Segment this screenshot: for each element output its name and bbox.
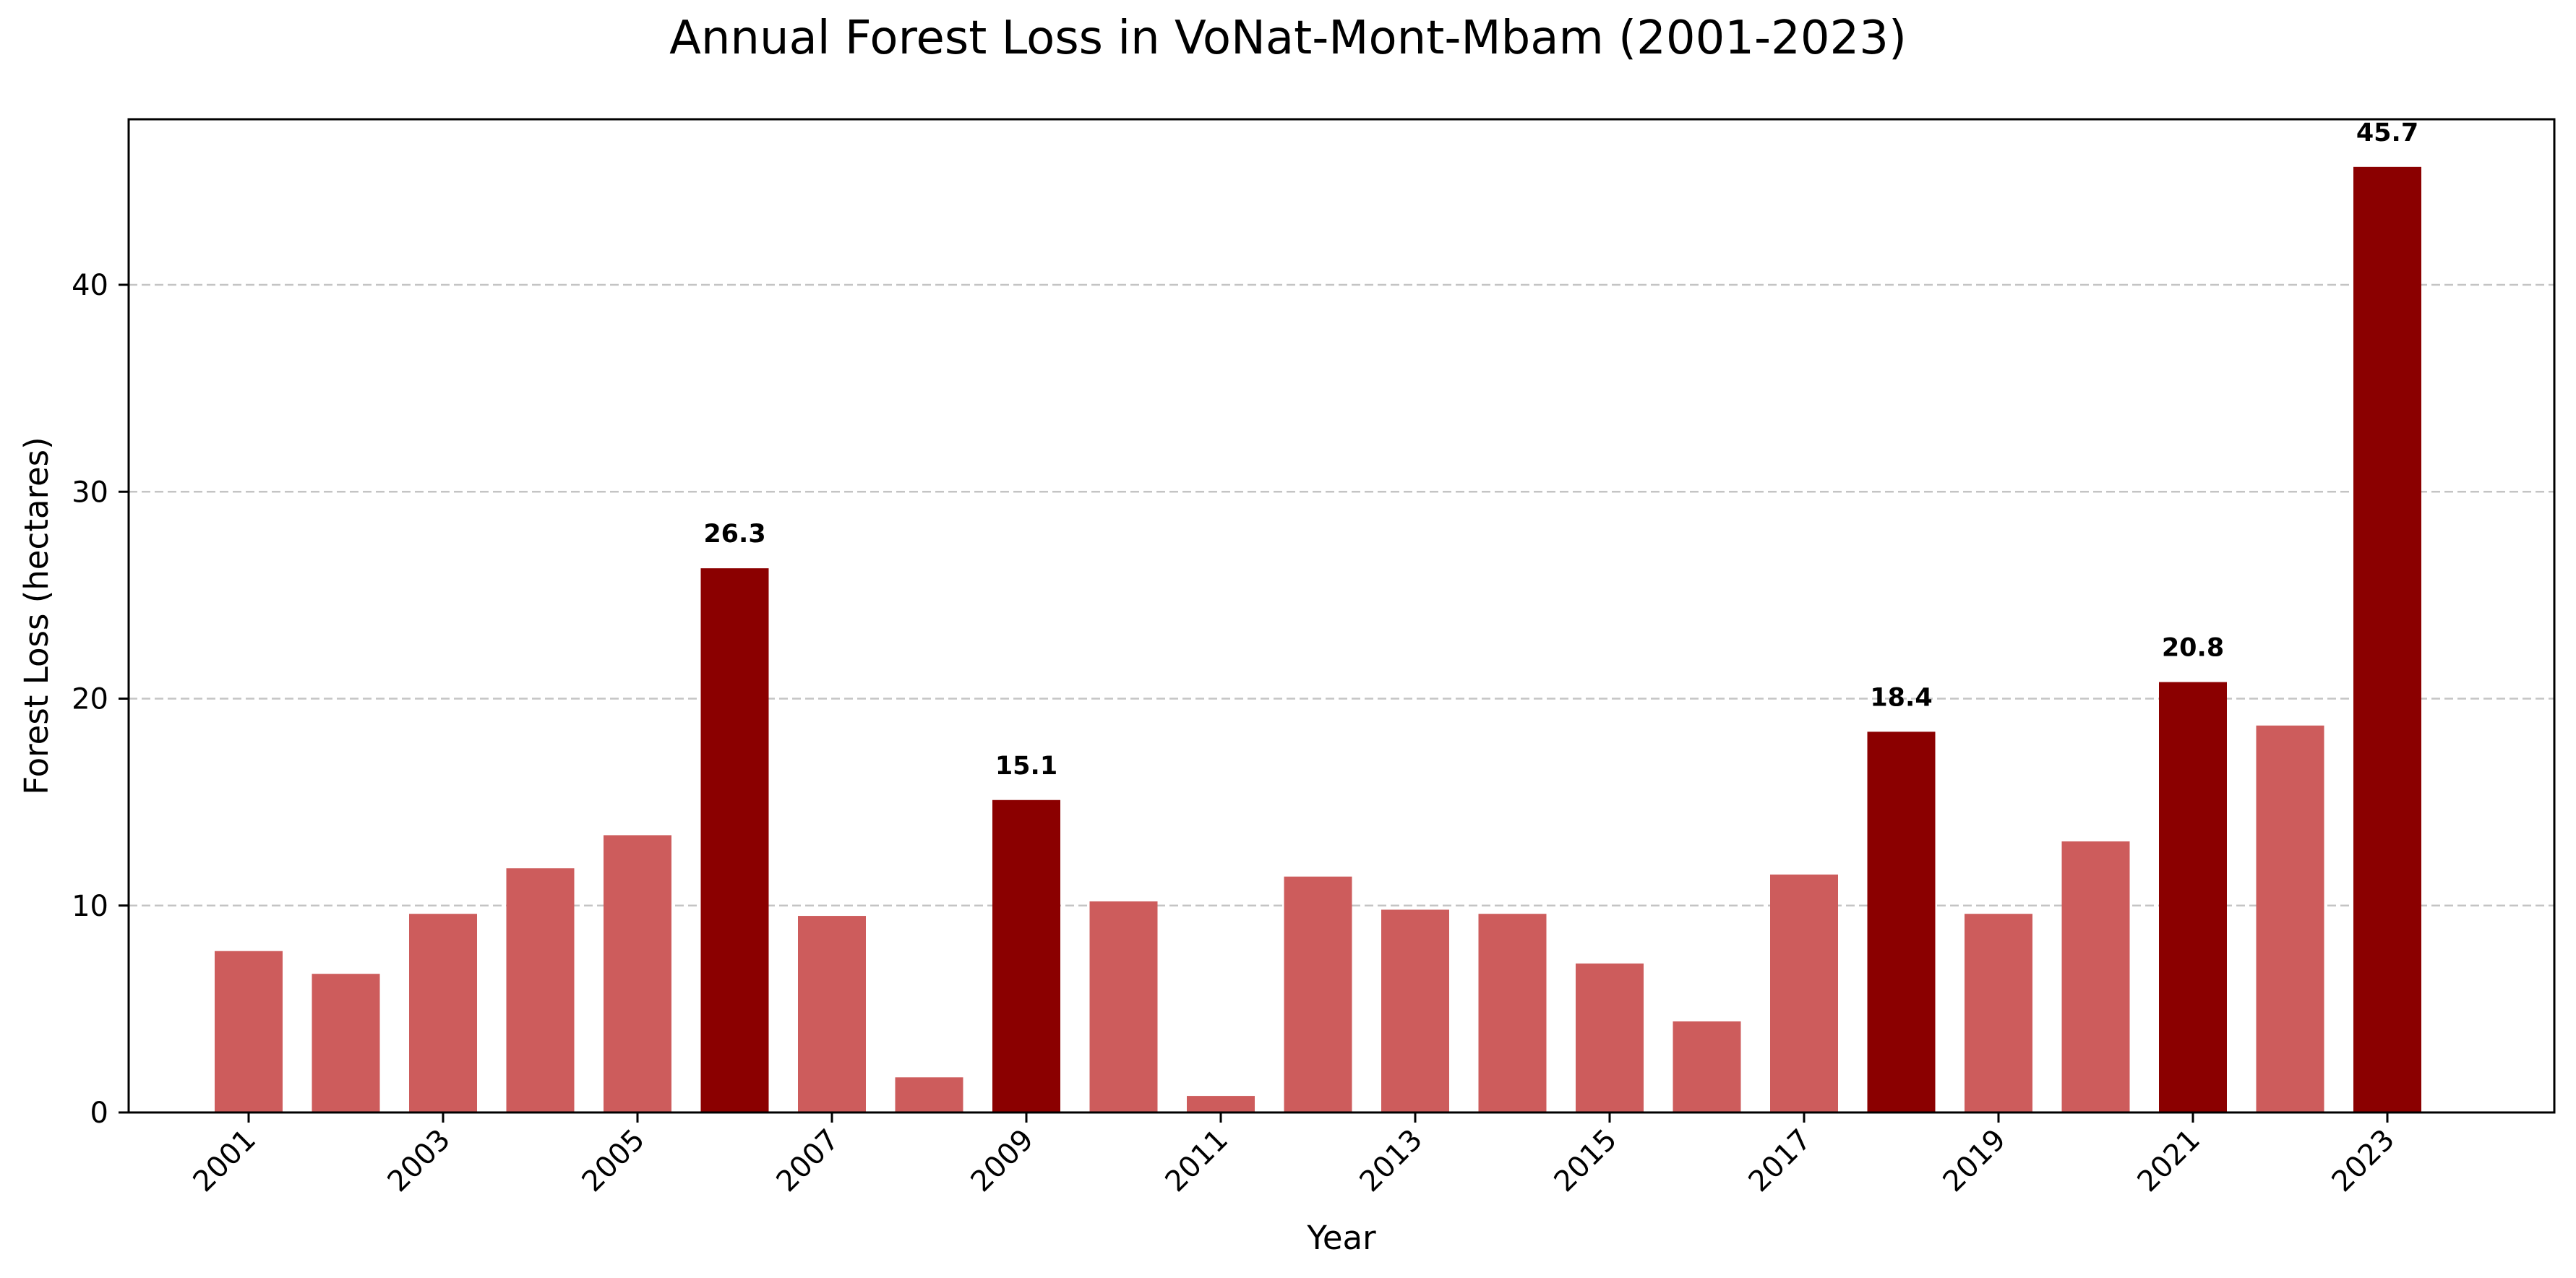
bar-2018 bbox=[1867, 732, 1936, 1112]
bar-2010 bbox=[1089, 901, 1158, 1112]
y-tick-label: 30 bbox=[72, 476, 108, 509]
bar-2009 bbox=[992, 799, 1060, 1112]
x-tick-label: 2001 bbox=[187, 1123, 263, 1199]
y-tick-label: 0 bbox=[90, 1097, 108, 1130]
plot-area-frame bbox=[127, 118, 2556, 1114]
bar-2012 bbox=[1284, 876, 1352, 1112]
x-tick-label: 2013 bbox=[1354, 1123, 1430, 1199]
bar-2015 bbox=[1576, 963, 1644, 1112]
bar-2008 bbox=[895, 1077, 963, 1112]
data-label-2023: 45.7 bbox=[2356, 119, 2418, 147]
bar-2002 bbox=[312, 974, 380, 1112]
bar-2013 bbox=[1381, 909, 1449, 1112]
data-label-2018: 18.4 bbox=[1870, 683, 1932, 712]
x-tick-label: 2003 bbox=[382, 1123, 458, 1199]
bar-2020 bbox=[2061, 841, 2130, 1112]
x-tick-label: 2015 bbox=[1548, 1123, 1624, 1199]
x-axis-label: Year bbox=[1306, 1219, 1376, 1257]
bar-2014 bbox=[1478, 914, 1547, 1112]
bar-2011 bbox=[1187, 1096, 1255, 1112]
x-axis-ticks: 2001 2003 2005 2007 2009 2011 2013 2015 2017 2019… bbox=[187, 1112, 2402, 1199]
x-tick-label: 2009 bbox=[965, 1123, 1041, 1199]
bar-2021 bbox=[2159, 682, 2227, 1112]
bars bbox=[215, 166, 2421, 1112]
bar-2003 bbox=[409, 914, 477, 1112]
data-labels: 26.3 15.1 18.4 20.8 45.7 bbox=[703, 119, 2418, 781]
bar-2019 bbox=[1965, 914, 2032, 1112]
x-tick-label: 2023 bbox=[2326, 1123, 2402, 1199]
y-tick-label: 20 bbox=[72, 683, 108, 716]
x-tick-label: 2005 bbox=[576, 1123, 652, 1199]
bar-2004 bbox=[506, 868, 575, 1112]
y-tick-label: 10 bbox=[72, 890, 108, 923]
data-label-2006: 26.3 bbox=[703, 520, 765, 549]
x-tick-label: 2017 bbox=[1743, 1123, 1819, 1199]
y-axis-ticks: 0 10 20 30 40 bbox=[72, 269, 129, 1130]
bar-2007 bbox=[798, 916, 866, 1112]
bar-2005 bbox=[604, 835, 671, 1112]
chart-title: Annual Forest Loss in VoNat-Mont-Mbam (2… bbox=[669, 12, 1907, 65]
bar-2006 bbox=[700, 568, 769, 1112]
x-tick-label: 2021 bbox=[2131, 1123, 2207, 1199]
x-tick-label: 2007 bbox=[770, 1123, 846, 1199]
data-label-2021: 20.8 bbox=[2162, 634, 2224, 663]
x-tick-label: 2019 bbox=[1937, 1123, 2013, 1199]
y-axis-label: Forest Loss (hectares) bbox=[17, 437, 56, 794]
data-label-2009: 15.1 bbox=[995, 752, 1057, 781]
bar-2023 bbox=[2353, 166, 2421, 1112]
bar-2022 bbox=[2256, 725, 2324, 1112]
bar-2016 bbox=[1673, 1021, 1741, 1112]
y-tick-label: 40 bbox=[72, 269, 108, 302]
bar-2017 bbox=[1770, 874, 1838, 1112]
x-tick-label: 2011 bbox=[1159, 1123, 1235, 1199]
bar-2001 bbox=[215, 951, 283, 1112]
